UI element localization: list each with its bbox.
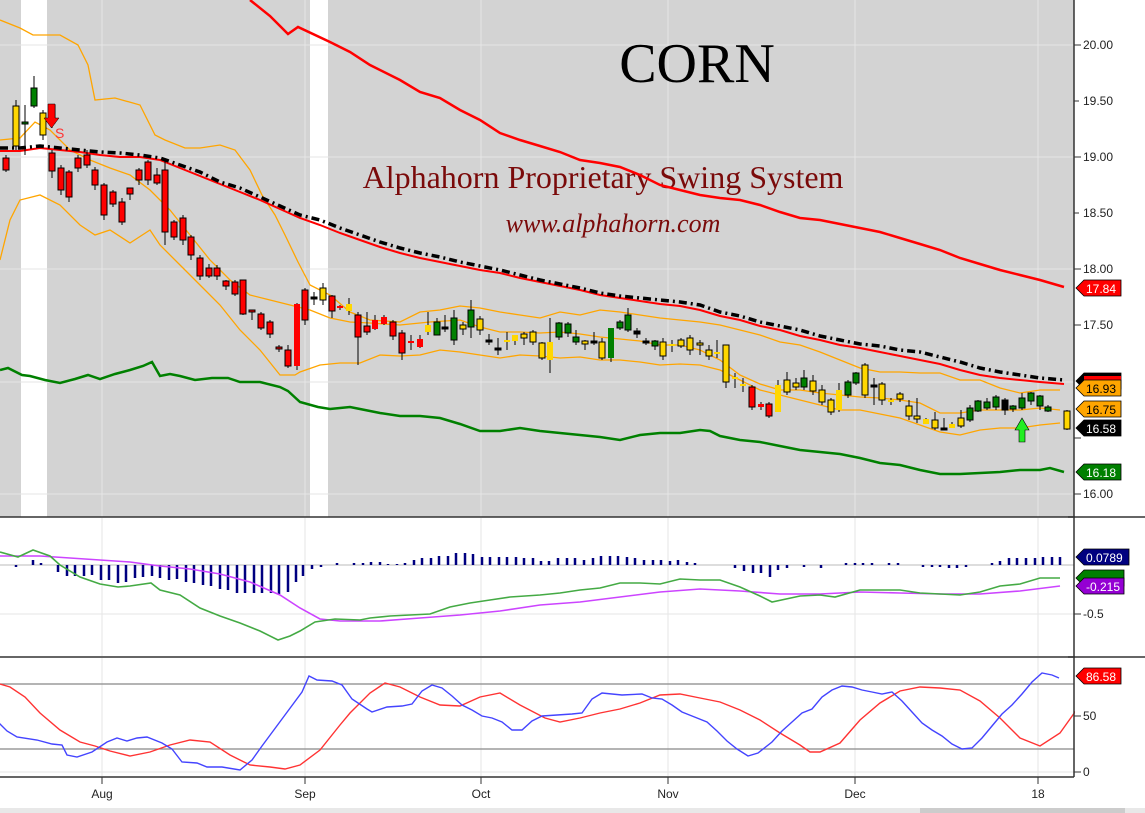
x-tick: 18 <box>1031 787 1045 801</box>
svg-text:16.18: 16.18 <box>1086 466 1116 480</box>
price-panel: CORN Alphahorn Proprietary Swing System … <box>0 0 1074 517</box>
svg-text:0.0789: 0.0789 <box>1086 551 1123 565</box>
price-tag-lower: 16.18 <box>1075 463 1122 481</box>
y-tick: -0.5 <box>1083 607 1104 621</box>
price-axis: 20.00 19.50 19.00 18.50 18.00 17.50 16.0… <box>1068 0 1145 813</box>
macd-tag-signal: -0.215 <box>1075 577 1125 595</box>
y-tick: 17.50 <box>1083 318 1113 332</box>
svg-text:16.75: 16.75 <box>1086 403 1116 417</box>
stochastic-tag: 86.58 <box>1075 667 1122 685</box>
stochastic-k-line <box>0 672 1060 771</box>
stochastic-panel <box>0 658 1098 776</box>
x-tick: Aug <box>91 787 112 801</box>
price-tag-close: 16.58 <box>1075 419 1122 437</box>
bollinger-lower-line <box>0 194 1061 436</box>
x-tick: Dec <box>844 787 865 801</box>
y-tick: 18.00 <box>1083 262 1113 276</box>
price-tag-bb: 16.75 <box>1075 400 1122 418</box>
y-tick: 19.00 <box>1083 150 1113 164</box>
time-axis: Aug Sep Oct Nov Dec 18 <box>0 776 1145 813</box>
chart-url: www.alphahorn.com <box>506 209 721 238</box>
price-tag-upper: 17.84 <box>1075 279 1122 297</box>
macd-histogram <box>14 553 1062 594</box>
lower-envelope-line <box>0 360 1065 476</box>
horizontal-scrollbar[interactable] <box>0 808 1145 813</box>
y-tick: 19.50 <box>1083 94 1113 108</box>
x-tick: Sep <box>294 787 316 801</box>
macd-signal-line <box>0 555 1061 622</box>
price-tag-mid: 16.93 <box>1075 379 1122 397</box>
chart-subtitle: Alphahorn Proprietary Swing System <box>363 159 844 195</box>
upper-envelope-line <box>249 0 1065 289</box>
y-tick: 18.50 <box>1083 206 1113 220</box>
y-tick: 0 <box>1083 765 1090 779</box>
svg-text:-0.215: -0.215 <box>1086 580 1120 594</box>
grid <box>0 0 1074 517</box>
stochastic-d-line <box>0 681 1098 770</box>
svg-text:16.58: 16.58 <box>1086 422 1116 436</box>
x-tick: Oct <box>472 787 491 801</box>
buy-signal-arrow-icon <box>1014 417 1030 443</box>
y-tick: 50 <box>1083 709 1097 723</box>
sell-signal-icon: S <box>43 103 64 141</box>
bollinger-upper-line <box>0 19 1060 394</box>
scrollbar-thumb[interactable] <box>920 808 1125 813</box>
y-tick: 16.00 <box>1083 487 1113 501</box>
highlight-band <box>310 0 328 517</box>
moving-average-red-line <box>0 146 1065 385</box>
candlesticks <box>2 76 1071 431</box>
x-tick: Nov <box>657 787 678 801</box>
macd-line <box>0 549 1060 641</box>
macd-panel <box>0 518 1074 656</box>
svg-text:86.58: 86.58 <box>1086 670 1116 684</box>
sell-signal-label: S <box>55 125 64 141</box>
macd-tag-histogram: 0.0789 <box>1075 548 1130 566</box>
y-tick: 20.00 <box>1083 38 1113 52</box>
svg-text:16.93: 16.93 <box>1086 382 1116 396</box>
chart-title: CORN <box>619 33 775 95</box>
svg-text:17.84: 17.84 <box>1086 282 1116 296</box>
